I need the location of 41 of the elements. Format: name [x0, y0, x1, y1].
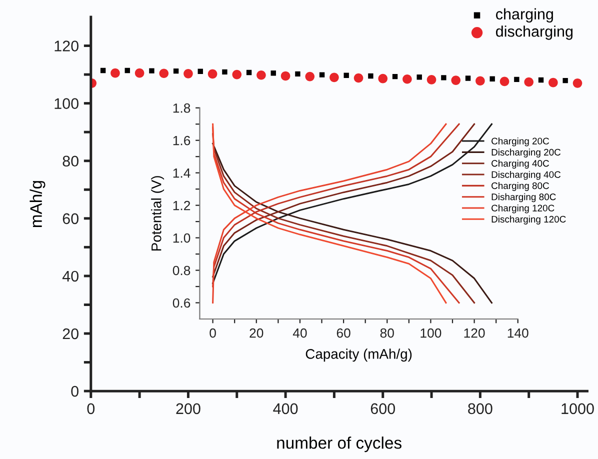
x-tick-label: 0: [210, 328, 216, 338]
y-tick-label: 1.4: [173, 168, 190, 178]
x-tick-label: 140: [508, 328, 528, 338]
y-tick-label: 1.6: [173, 136, 190, 146]
legend-label: Charging 120C: [492, 204, 554, 214]
y-tick-label: 1.2: [173, 200, 190, 210]
y-tick-label: 0.8: [172, 266, 190, 276]
y-axis-title: Potential (V): [151, 176, 164, 251]
y-tick-label: 40: [62, 270, 78, 282]
x-tick-label: 20: [250, 328, 264, 338]
x-tick-label: 0: [87, 403, 95, 414]
legend-label: Discharging 40C: [492, 170, 561, 180]
x-tick-label: 200: [176, 403, 200, 414]
y-tick-label: 100: [54, 98, 78, 109]
legend-label: Charging 40C: [492, 160, 549, 169]
x-tick-label: 60: [336, 328, 350, 338]
y-tick-label: 0.6: [172, 298, 190, 308]
x-tick-label: 120: [464, 328, 485, 338]
y-tick-label: 80: [62, 156, 78, 167]
x-tick-label: 1000: [562, 403, 594, 414]
y-tick-label: 1.0: [173, 233, 190, 243]
x-axis-title: Capacity (mAh/g): [306, 348, 412, 362]
y-tick-label: 0: [71, 386, 78, 397]
x-tick-label: 80: [380, 328, 394, 338]
x-axis-title: number of cycles: [277, 436, 402, 452]
legend-label: Charging 20C: [492, 137, 549, 146]
legend-label: Disharging 80C: [492, 193, 556, 202]
x-tick-label: 400: [273, 403, 298, 414]
legend-label: Discharging 120C: [492, 216, 566, 224]
y-tick-label: 120: [54, 40, 78, 52]
x-tick-label: 40: [292, 328, 307, 338]
y-axis-title: mAh/g: [30, 181, 46, 227]
y-tick-label: 60: [62, 213, 78, 224]
legend-label: Charging 80C: [492, 182, 549, 191]
x-tick-label: 100: [420, 328, 442, 338]
legend-label: charging: [496, 8, 553, 23]
legend-label: Discharging 20C: [492, 148, 561, 158]
y-tick-label: 1.8: [173, 103, 190, 113]
x-tick-label: 600: [370, 403, 396, 414]
x-tick-label: 800: [468, 403, 492, 414]
legend-label: discharging: [496, 26, 573, 40]
